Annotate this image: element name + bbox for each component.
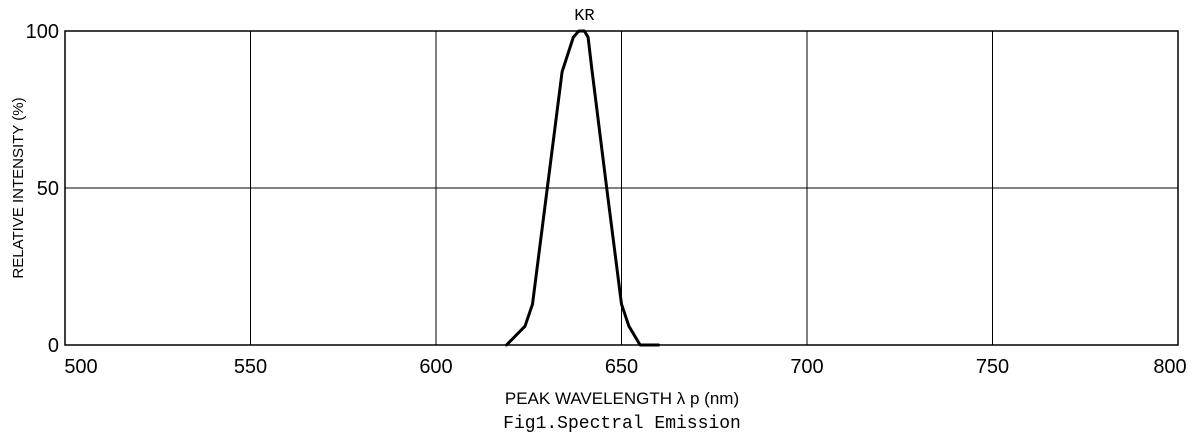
y-tick-label: 50: [37, 178, 59, 200]
x-tick-label: 600: [419, 356, 452, 378]
series-line-0: [505, 29, 661, 347]
series-layer: [505, 29, 661, 347]
y-axis-label: RELATIVE INTENSITY (%): [10, 97, 27, 278]
x-tick-label: 550: [234, 356, 267, 378]
x-tick-label: 750: [976, 356, 1009, 378]
y-tick-label: 100: [26, 21, 59, 43]
y-tick-label: 0: [48, 335, 59, 357]
x-tick-label: 650: [605, 356, 638, 378]
x-axis-label: PEAK WAVELENGTH λ p (nm): [505, 389, 739, 408]
x-tick-label: 700: [790, 356, 823, 378]
plot-frame: [64, 30, 1179, 346]
x-tick-label: 800: [1153, 356, 1186, 378]
tick-labels: 500 550 600 650 700 750 800 0 50 100: [26, 21, 1187, 378]
figure-caption: Fig1.Spectral Emission: [503, 414, 741, 434]
x-tick-label: 500: [64, 356, 97, 378]
chart-title: KR: [574, 7, 594, 26]
